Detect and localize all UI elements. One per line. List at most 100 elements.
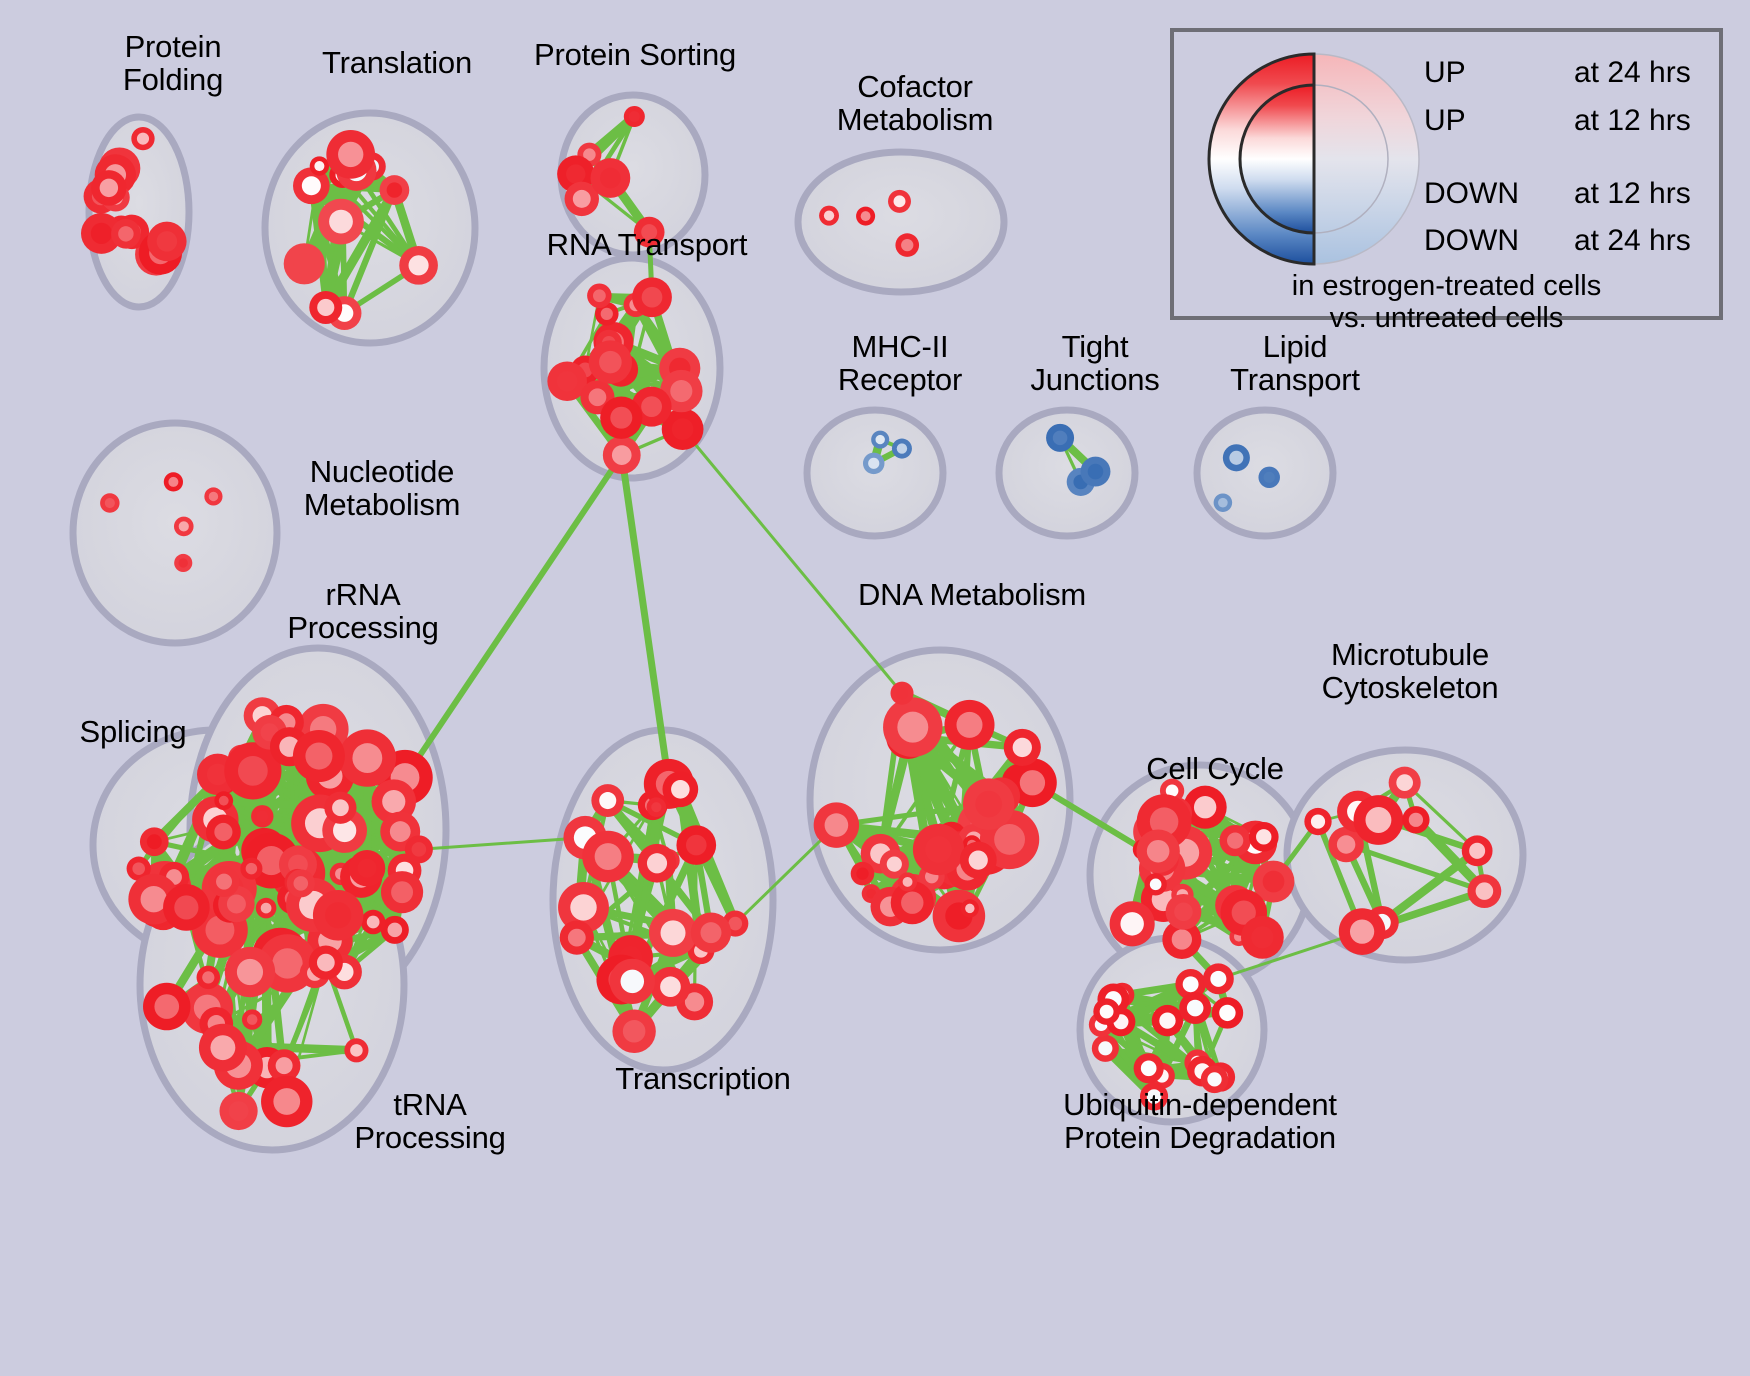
edge (343, 830, 402, 974)
network-node (590, 158, 631, 198)
network-node (1139, 1082, 1169, 1111)
network-node (690, 912, 732, 953)
network-node (890, 881, 934, 925)
network-node (1213, 493, 1233, 512)
network-node (1080, 456, 1111, 487)
network-node (267, 1049, 301, 1083)
network-node (308, 945, 343, 980)
network-node (1304, 807, 1332, 836)
network-node (1144, 873, 1167, 896)
network-node (309, 290, 343, 324)
network-node (547, 361, 587, 402)
network-node (360, 909, 386, 935)
cluster-label-transcription: Transcription (615, 1061, 791, 1096)
network-node (1003, 728, 1041, 767)
legend-tag-up-24: UP (1424, 56, 1466, 89)
network-node (594, 302, 619, 326)
network-node (819, 205, 839, 226)
network-node (1388, 766, 1421, 799)
cluster-label-splicing: Splicing (79, 714, 187, 749)
network-node (1109, 901, 1155, 947)
network-node (944, 699, 995, 750)
network-node (960, 899, 979, 918)
network-node (850, 861, 875, 886)
network-node (1338, 908, 1386, 955)
cluster-bubble-tight-junctions (995, 406, 1139, 540)
inter-cluster-edge (417, 836, 587, 851)
network-node (147, 221, 187, 262)
legend-time-down-24: at 24 hrs (1574, 224, 1691, 257)
cluster-label-translation: Translation (322, 45, 472, 80)
network-node (609, 958, 655, 1004)
network-node (205, 814, 241, 850)
network-node (1461, 835, 1493, 867)
legend-time-down-12: at 12 hrs (1574, 177, 1691, 210)
network-node (1008, 758, 1057, 808)
network-node (623, 105, 645, 128)
network-node (564, 181, 599, 217)
network-node (399, 246, 438, 285)
network-node (251, 805, 274, 828)
network-node (890, 681, 914, 705)
cluster-label-protein-sorting: Protein Sorting (533, 37, 737, 72)
network-node (174, 553, 193, 573)
network-node (198, 1023, 247, 1072)
cluster-label-nucleotide-metabolism: Nucleotide Metabolism (303, 454, 461, 523)
network-node (632, 277, 672, 318)
network-node (1046, 423, 1075, 452)
network-node (326, 130, 376, 179)
network-node (912, 823, 965, 876)
cluster-label-ubiquitin-degradation: Ubiquitin-dependent Protein Degradation (1063, 1087, 1337, 1156)
cluster-bubble-nucleotide-metabolism (69, 419, 281, 647)
network-node (637, 843, 677, 883)
network-node (240, 857, 263, 880)
network-node (348, 850, 386, 887)
network-node (312, 890, 364, 941)
network-node (283, 243, 325, 285)
network-node (883, 697, 943, 757)
inter-cluster-edge (618, 451, 673, 788)
cluster-label-rrna-processing: rRNA Processing (287, 577, 439, 646)
cluster-label-rna-transport: RNA Transport (546, 227, 748, 262)
network-node (261, 1075, 313, 1128)
network-node (1093, 998, 1120, 1025)
network-node (1211, 997, 1244, 1029)
network-node (344, 1038, 369, 1063)
network-node (1202, 963, 1234, 995)
network-node (163, 884, 210, 931)
network-node (1179, 992, 1212, 1025)
network-node (1222, 444, 1250, 472)
inter-cluster-edge (681, 427, 904, 695)
network-node (100, 493, 120, 513)
network-node (602, 436, 641, 475)
network-node (1219, 824, 1251, 857)
network-node (80, 212, 122, 254)
network-node (292, 730, 345, 783)
network-node (591, 784, 625, 817)
legend-tag-down-24: DOWN (1424, 224, 1519, 257)
network-node (895, 233, 920, 257)
network-node (111, 219, 141, 249)
network-node (898, 872, 918, 892)
network-node (224, 742, 282, 800)
cluster-label-tight-junctions: Tight Junctions (1030, 329, 1160, 398)
network-node (255, 897, 277, 919)
network-node (1175, 969, 1206, 1000)
network-node (208, 866, 240, 897)
network-node (676, 825, 717, 865)
network-node (871, 430, 890, 449)
network-node (143, 982, 191, 1031)
network-node (650, 966, 691, 1007)
network-node (380, 915, 409, 944)
cluster-bubble-cofactor-metabolism (794, 148, 1008, 296)
network-node (1133, 1053, 1164, 1084)
network-node (1200, 1065, 1229, 1094)
edge (1403, 781, 1479, 853)
network-node (813, 802, 860, 848)
inter-cluster-edge (733, 823, 838, 926)
network-node (1467, 874, 1502, 909)
network-node (888, 189, 911, 213)
network-node (600, 396, 643, 439)
